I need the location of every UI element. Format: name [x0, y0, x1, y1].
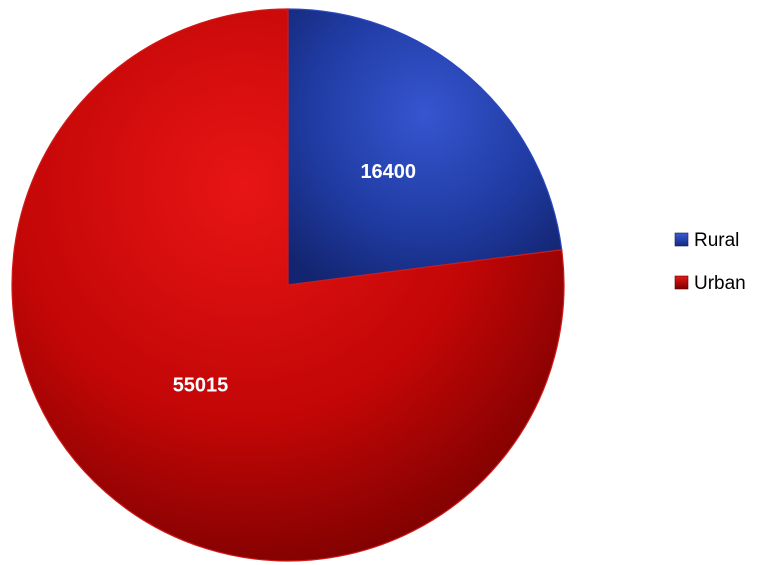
legend-label-rural: Rural — [694, 230, 739, 251]
pie-slice-urban — [11, 8, 565, 562]
legend-swatch-urban — [674, 275, 689, 290]
pie-slice-rural — [287, 8, 563, 286]
pie-slices — [11, 8, 565, 562]
pie-data-labels: 16400 55015 — [173, 161, 416, 396]
legend-item-rural: Rural — [674, 230, 739, 251]
chart-legend: Rural Urban — [674, 230, 746, 294]
legend-swatch-rural — [674, 232, 689, 247]
legend-item-urban: Urban — [674, 273, 746, 294]
data-label-urban: 55015 — [173, 374, 229, 396]
data-label-rural: 16400 — [360, 161, 416, 183]
legend-label-urban: Urban — [694, 273, 746, 294]
